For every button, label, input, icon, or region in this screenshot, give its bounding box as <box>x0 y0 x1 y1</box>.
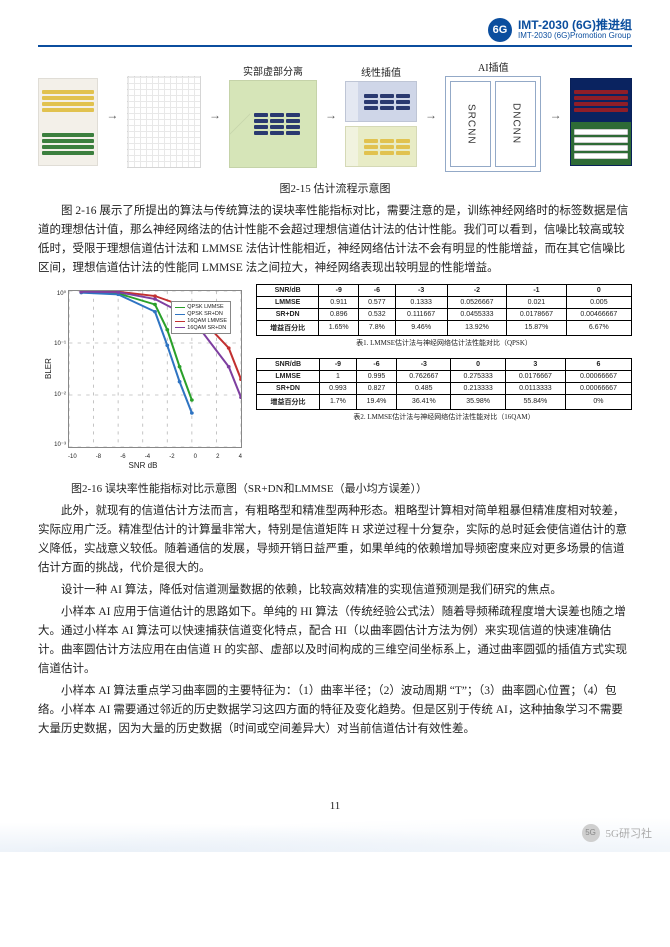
stage1-label: 实部虚部分离 <box>229 63 316 78</box>
diagram-ai: SRCNN DNCNN <box>445 76 541 172</box>
diagram-separation <box>229 80 316 168</box>
bler-chart: 10⁰10⁻¹10⁻²10⁻³ QPSK LMMSEQPSK SR+DN16QA… <box>38 284 248 474</box>
figure-2-16-caption: 图2-16 误块率性能指标对比示意图（SR+DN和LMMSE（最小均方误差）） <box>38 480 632 496</box>
chart-legend: QPSK LMMSEQPSK SR+DN16QAM LMMSE16QAM SR+… <box>171 301 231 335</box>
ai-block-dncnn: DNCNN <box>495 81 536 167</box>
stage2-label: 线性插值 <box>345 64 416 79</box>
watermark-icon: 5G <box>582 824 600 842</box>
ai-block-srcnn: SRCNN <box>450 81 491 167</box>
figure-2-15-caption: 图2-15 估计流程示意图 <box>38 180 632 196</box>
table-16qam-caption: 表2. LMMSE估计法与神经网络估计法性能对比（16QAM） <box>256 412 632 422</box>
stage3-label: AI插值 <box>445 59 541 74</box>
diagram-output <box>570 78 632 166</box>
diagram-grid <box>127 76 201 168</box>
paragraph-5: 小样本 AI 算法重点学习曲率圆的主要特征为：（1）曲率半径；（2）波动周期 “… <box>38 682 632 739</box>
table-16qam: SNR/dB-9-6-3036LMMSE10.9950.7626670.2753… <box>256 358 632 410</box>
header-subtitle: IMT-2030 (6G)Promotion Group <box>518 31 632 41</box>
arrow-icon: → <box>325 108 338 123</box>
figure-2-16: 10⁰10⁻¹10⁻²10⁻³ QPSK LMMSEQPSK SR+DN16QA… <box>38 284 632 474</box>
chart-xlabel: SNR dB <box>38 461 248 470</box>
arrow-icon: → <box>209 108 222 123</box>
page-footer: 11 5G 5G研习社 <box>0 762 670 852</box>
logo-icon: 6G <box>488 18 512 42</box>
header-rule <box>38 45 632 47</box>
page-number: 11 <box>0 800 670 812</box>
paragraph-4: 小样本 AI 应用于信道估计的思路如下。单纯的 HI 算法（传统经验公式法）随着… <box>38 603 632 679</box>
paragraph-1: 图 2-16 展示了所提出的算法与传统算法的误块率性能指标对比，需要注意的是，训… <box>38 202 632 278</box>
header-title: IMT-2030 (6G)推进组 <box>518 19 632 31</box>
arrow-icon: → <box>549 108 562 123</box>
table-qpsk: SNR/dB-9-6-3-2-10LMMSE0.9110.5770.13330.… <box>256 284 632 336</box>
paragraph-3: 设计一种 AI 算法，降低对信道测量数据的依赖，比较高效精准的实现信道预测是我们… <box>38 581 632 600</box>
paragraph-2: 此外，就现有的信道估计方法而言，有粗略型和精准型两种形态。粗略型计算相对简单粗暴… <box>38 502 632 578</box>
arrow-icon: → <box>106 108 119 123</box>
diagram-linear <box>345 81 416 167</box>
table-qpsk-caption: 表1. LMMSE估计法与神经网络估计法性能对比（QPSK） <box>256 338 632 348</box>
diagram-input <box>38 78 98 166</box>
chart-ylabel: BLER <box>44 358 53 379</box>
arrow-icon: → <box>425 108 438 123</box>
figure-2-15: → → 实部虚部分离 → 线性插值 → <box>38 59 632 172</box>
watermark: 5G 5G研习社 <box>582 824 652 842</box>
watermark-text: 5G研习社 <box>606 825 652 841</box>
